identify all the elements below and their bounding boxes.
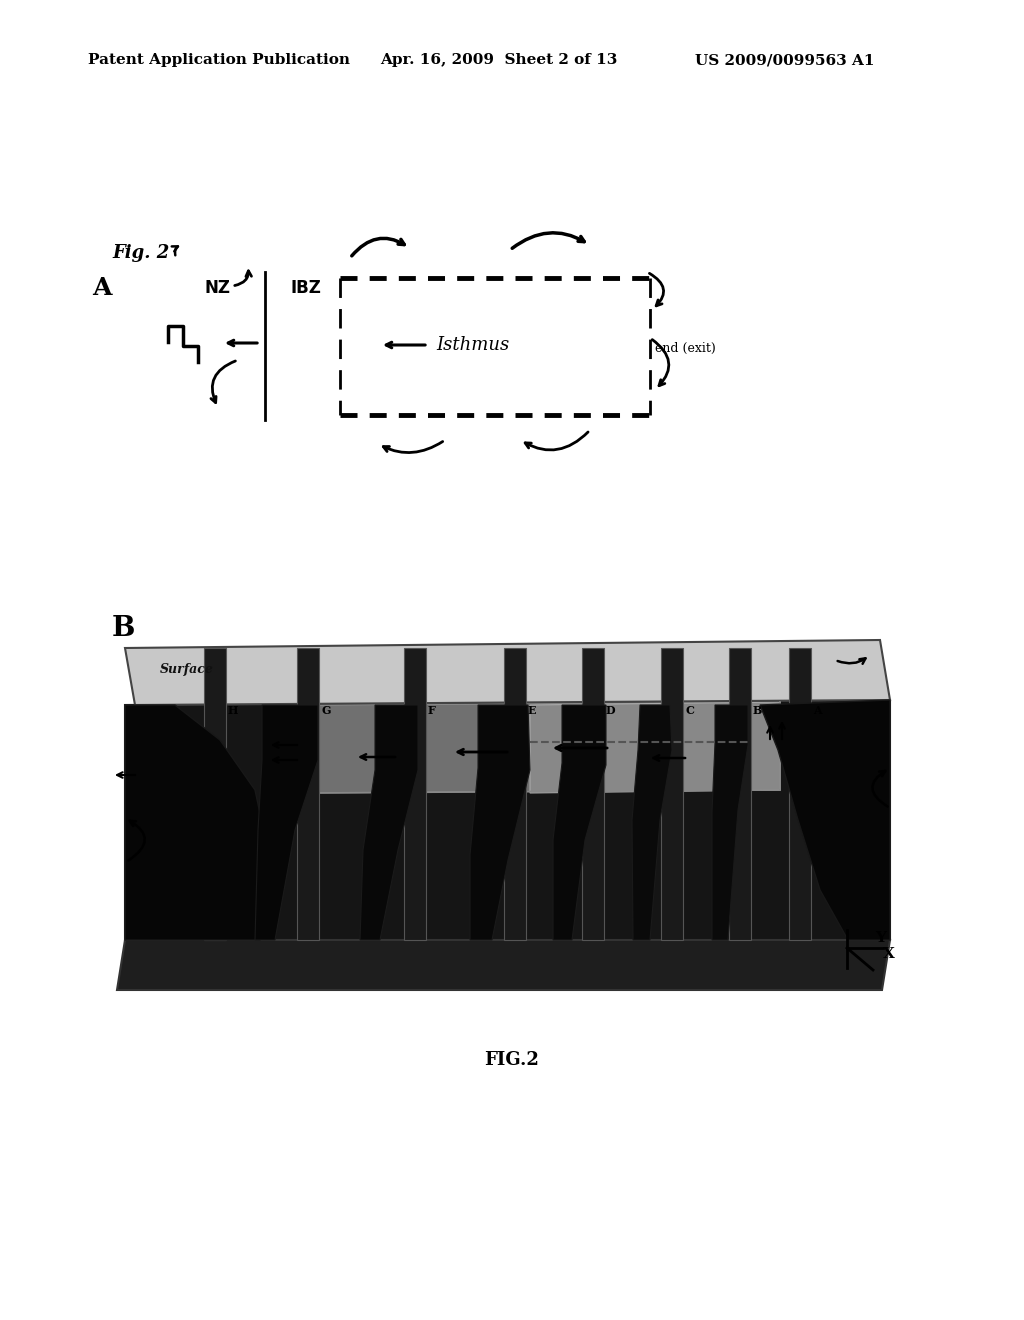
Text: Y: Y — [874, 931, 886, 945]
Polygon shape — [504, 648, 526, 940]
Polygon shape — [310, 702, 780, 793]
Text: Fig. 2: Fig. 2 — [112, 244, 169, 261]
Text: E: E — [528, 705, 537, 715]
Polygon shape — [553, 705, 606, 940]
Polygon shape — [790, 648, 811, 940]
Text: Isthmus: Isthmus — [436, 337, 509, 354]
Polygon shape — [760, 700, 890, 940]
Text: A: A — [813, 705, 821, 715]
Polygon shape — [712, 705, 748, 940]
Polygon shape — [255, 705, 318, 940]
Text: B: B — [753, 705, 763, 715]
Text: Surface: Surface — [160, 664, 214, 676]
Polygon shape — [125, 640, 890, 705]
Polygon shape — [582, 648, 604, 940]
Text: end (exit): end (exit) — [655, 342, 716, 355]
Polygon shape — [297, 648, 319, 940]
Text: D: D — [606, 705, 615, 715]
Text: C: C — [685, 705, 694, 715]
Text: FIG.2: FIG.2 — [484, 1051, 540, 1069]
Polygon shape — [632, 705, 672, 940]
Text: NZ: NZ — [205, 279, 231, 297]
Polygon shape — [530, 702, 780, 793]
Polygon shape — [204, 648, 226, 940]
Text: A: A — [92, 276, 112, 300]
Text: Apr. 16, 2009  Sheet 2 of 13: Apr. 16, 2009 Sheet 2 of 13 — [380, 53, 617, 67]
Polygon shape — [360, 705, 418, 940]
Text: H: H — [228, 705, 239, 715]
Polygon shape — [729, 648, 751, 940]
Text: IBZ: IBZ — [290, 279, 321, 297]
Polygon shape — [117, 940, 890, 990]
Text: F: F — [428, 705, 436, 715]
Polygon shape — [470, 705, 530, 940]
Polygon shape — [125, 700, 890, 940]
Text: G: G — [321, 705, 331, 715]
Text: B: B — [112, 615, 135, 642]
Polygon shape — [662, 648, 683, 940]
Polygon shape — [404, 648, 426, 940]
Polygon shape — [125, 705, 270, 940]
Text: Patent Application Publication: Patent Application Publication — [88, 53, 350, 67]
Text: X: X — [883, 946, 895, 961]
Text: US 2009/0099563 A1: US 2009/0099563 A1 — [695, 53, 874, 67]
